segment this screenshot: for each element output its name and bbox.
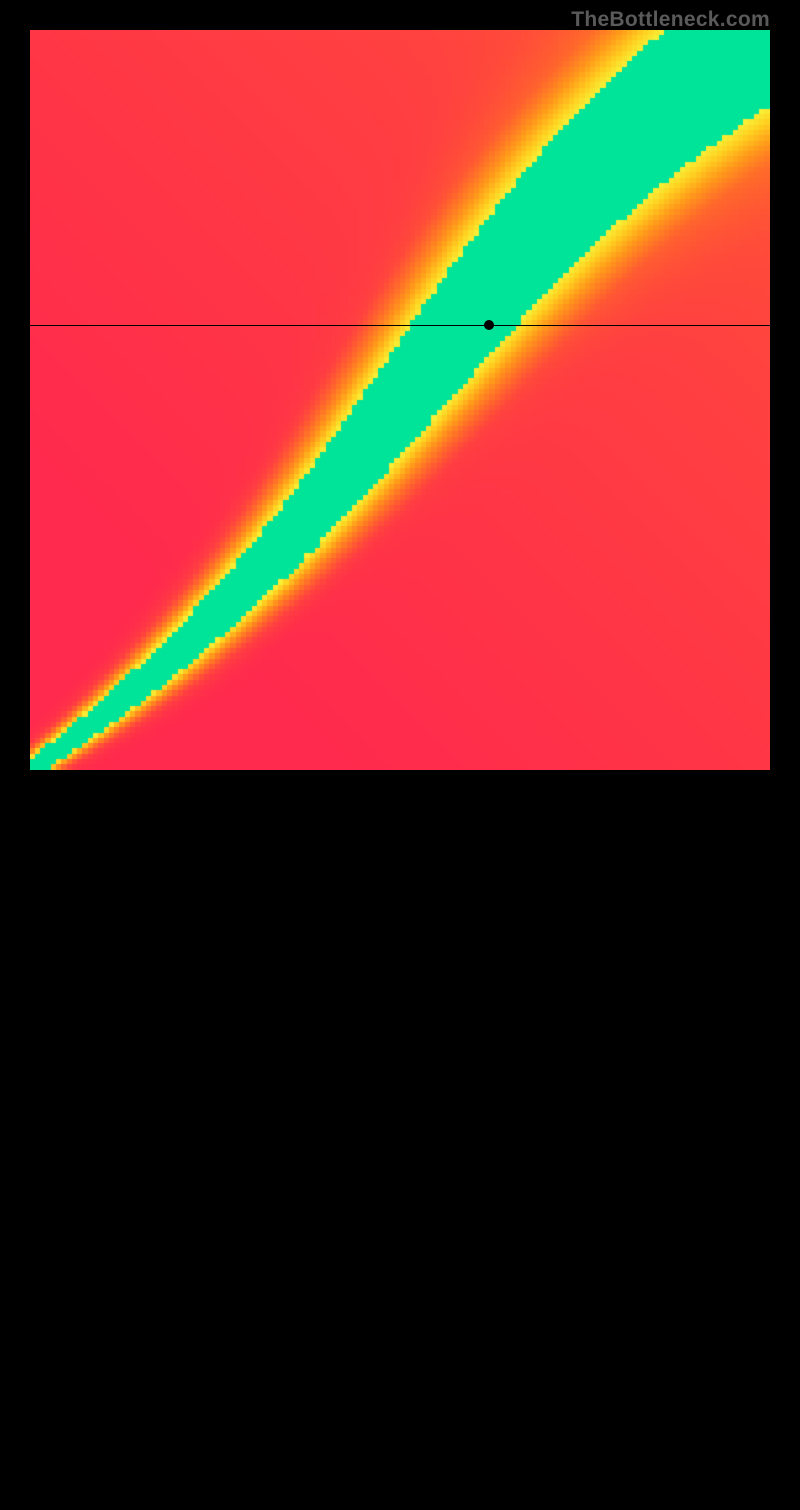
crosshair-marker <box>484 320 494 330</box>
watermark-text: TheBottleneck.com <box>571 8 770 32</box>
crosshair-vertical <box>489 770 490 1510</box>
crosshair-horizontal <box>30 325 770 326</box>
heatmap-plot <box>30 30 770 770</box>
heatmap-canvas <box>30 30 770 770</box>
